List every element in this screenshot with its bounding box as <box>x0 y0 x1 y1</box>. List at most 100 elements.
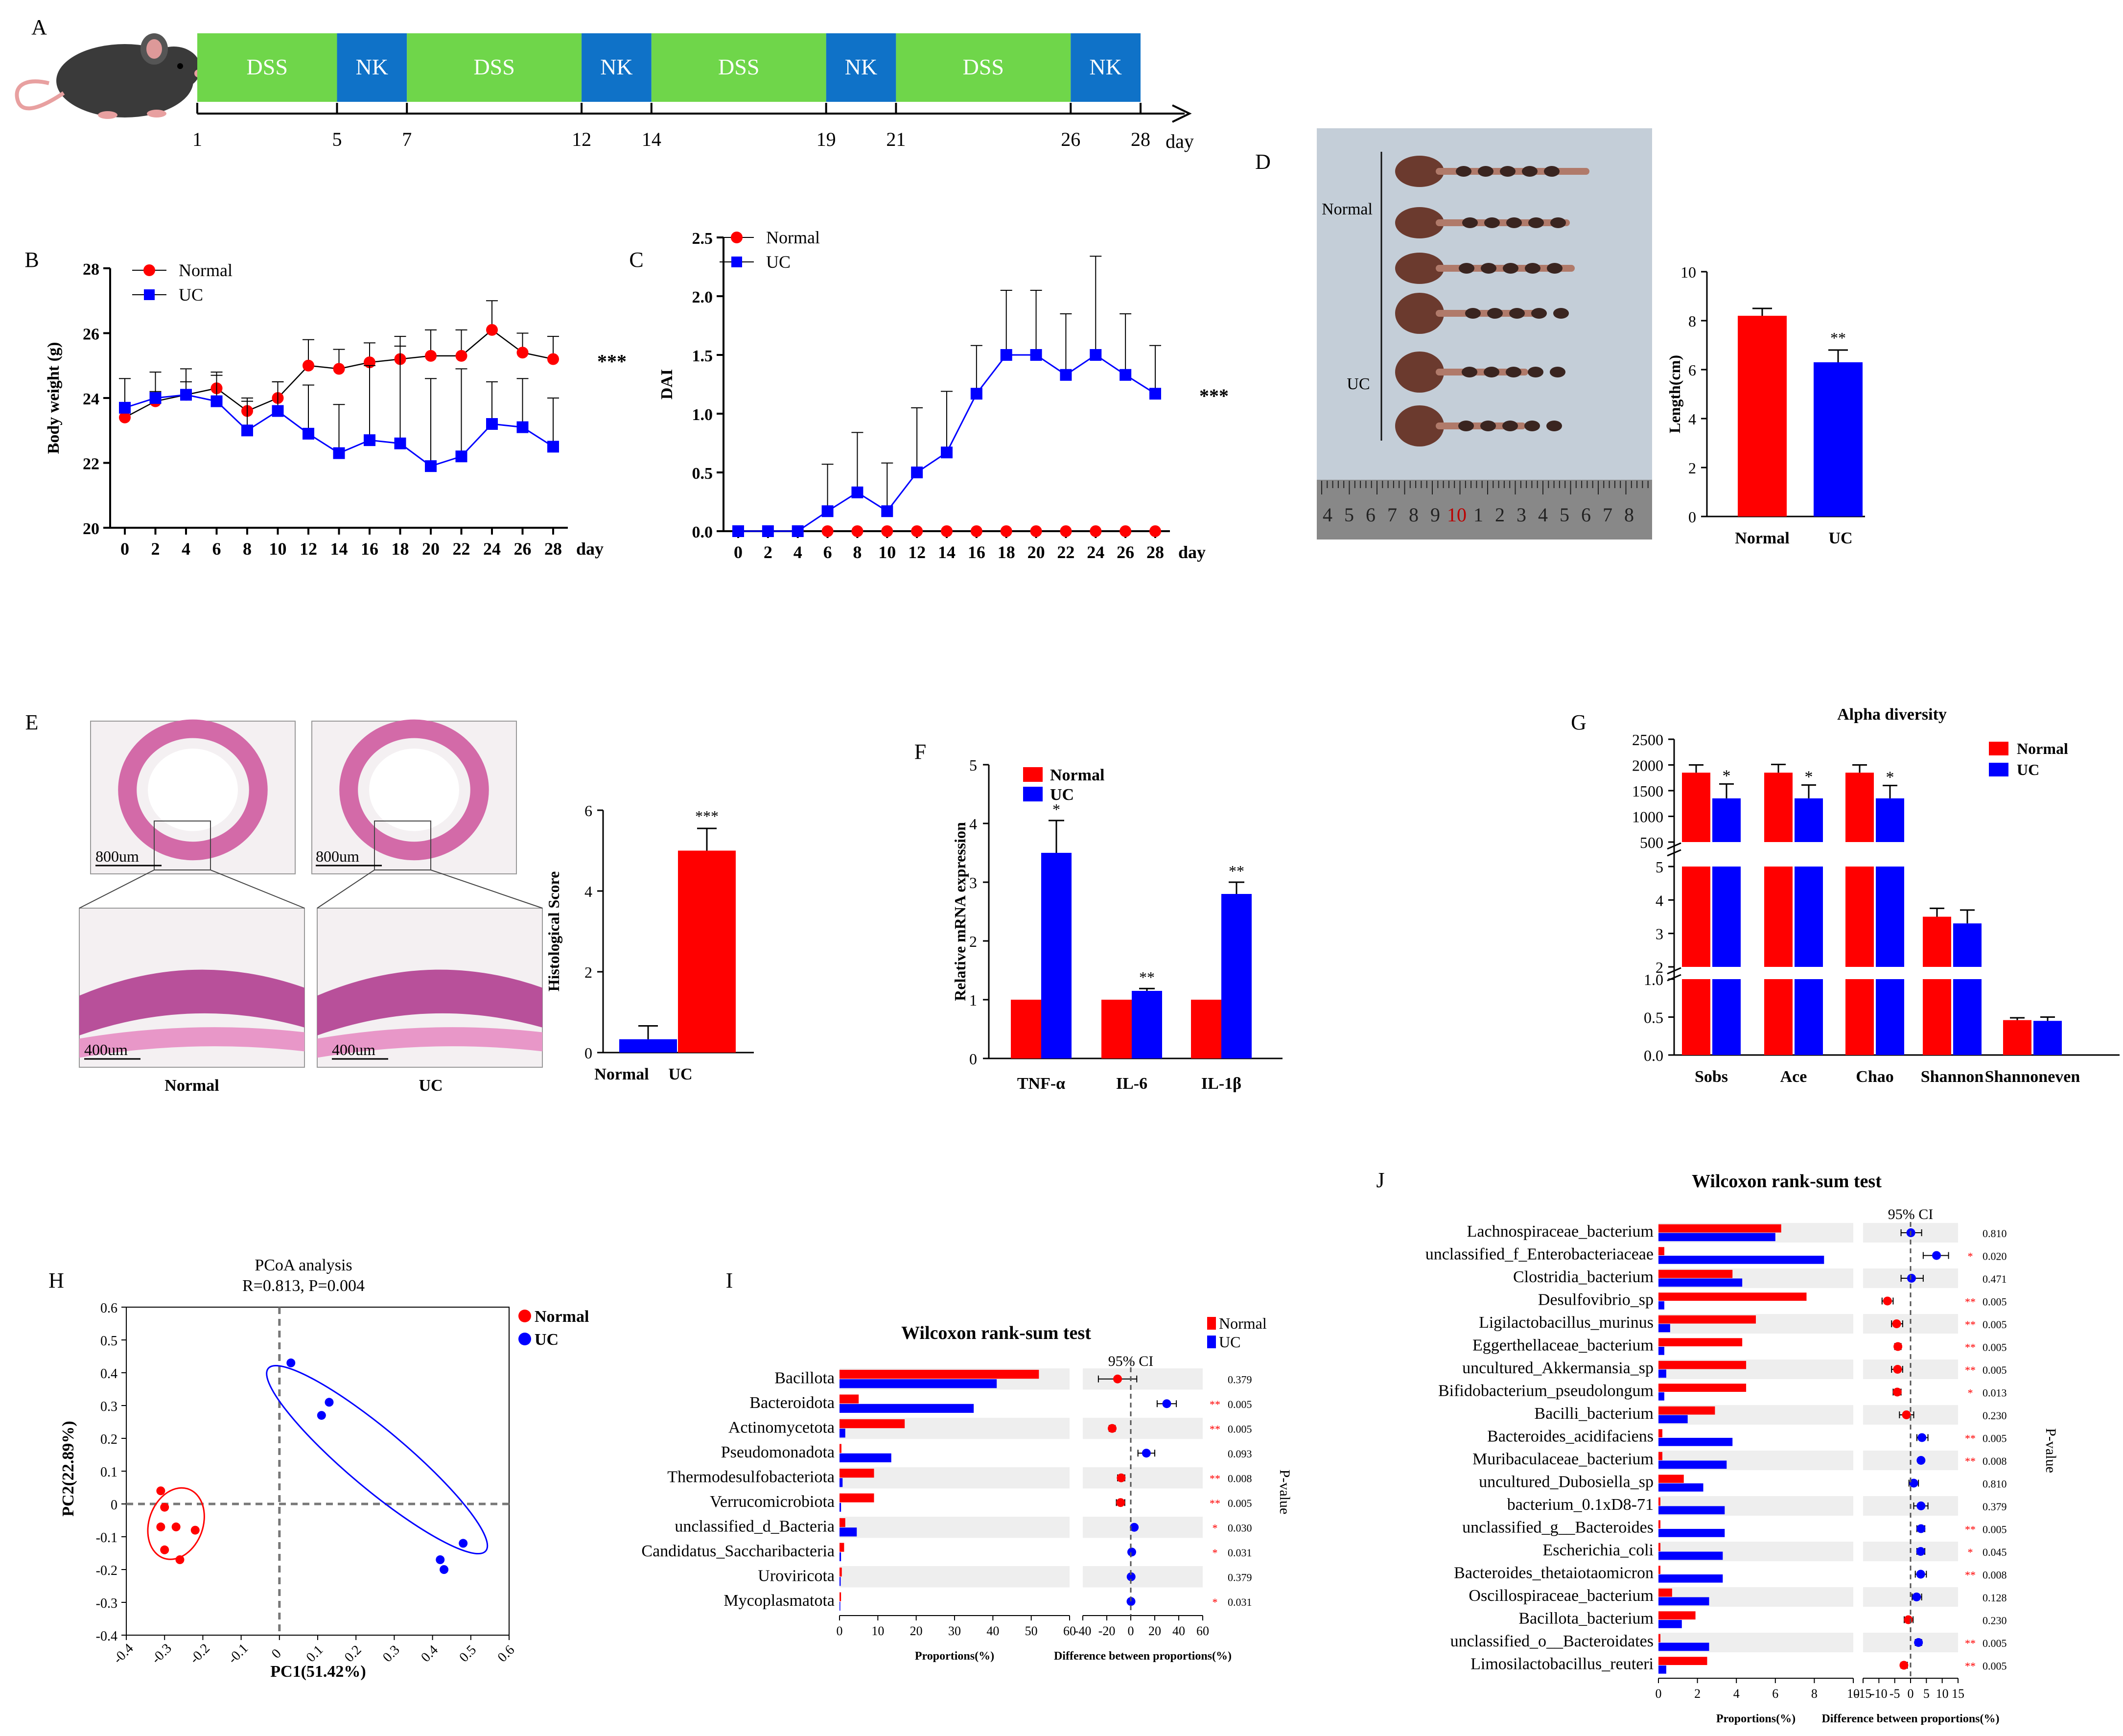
fecal-pellet <box>1462 367 1477 377</box>
p-value: 0.031 <box>1228 1547 1252 1559</box>
bar-normal <box>1764 867 1793 967</box>
effect-point <box>1916 1570 1925 1579</box>
data-point-normal <box>516 347 529 359</box>
zoom-line <box>430 869 543 909</box>
timeline-segment-nk <box>826 33 896 102</box>
p-value: 0.005 <box>1983 1660 2007 1672</box>
effect-point <box>1893 1364 1902 1374</box>
bar-uc <box>1795 798 1823 842</box>
bar-uc <box>1658 1642 1709 1651</box>
data-point-normal <box>821 525 834 537</box>
taxon-label: Oscillospiraceae_bacterium <box>1469 1587 1654 1605</box>
effect-point <box>1142 1449 1151 1458</box>
timeline-segment-label: DSS <box>963 54 1004 79</box>
timeline-tick-label: 21 <box>886 128 906 150</box>
legend-label-normal: Normal <box>179 260 233 280</box>
x-tick-label: 16 <box>361 539 378 559</box>
timeline-segment-label: NK <box>600 54 632 79</box>
legend-label-uc: UC <box>1050 786 1074 804</box>
legend-label-uc: UC <box>1219 1333 1240 1351</box>
bar-uc <box>1795 867 1823 967</box>
bar-uc <box>1876 798 1904 842</box>
data-point-uc <box>325 1398 334 1407</box>
bar-normal <box>1658 1657 1707 1666</box>
tissue-lumen <box>148 749 238 831</box>
taxon-label: bacterium_0.1xD8-71 <box>1507 1496 1654 1514</box>
legend-marker-normal <box>143 264 155 276</box>
y-tick-label: 2.5 <box>692 230 713 248</box>
x-tick-label: 0.2 <box>342 1642 365 1666</box>
bar-uc <box>1658 1574 1723 1583</box>
bar-normal <box>1738 316 1787 516</box>
bar-normal <box>840 1469 874 1478</box>
fecal-pellet <box>1528 217 1544 228</box>
y-tick-label: 26 <box>83 326 99 344</box>
significance-annotation: *** <box>1199 385 1229 407</box>
p-value: 0.230 <box>1983 1409 2007 1422</box>
y-axis-label: Histological Score <box>545 871 562 992</box>
x-tick-label: Normal <box>594 1065 649 1083</box>
taxon-label: Escherichia_coli <box>1542 1541 1654 1559</box>
x-tick-label: 0 <box>1908 1687 1914 1701</box>
zoom-line <box>79 869 155 909</box>
x-tick-label: Normal <box>1735 529 1789 547</box>
bar-uc <box>840 1502 841 1512</box>
tissue-ring <box>118 719 268 861</box>
bar-normal <box>1682 773 1710 842</box>
effect-point <box>1912 1592 1921 1601</box>
x-tick-label: 0.5 <box>456 1642 479 1666</box>
x-axis-label: PC1(51.42%) <box>270 1663 366 1681</box>
x-tick-label: 12 <box>300 539 317 559</box>
zoom-box <box>374 821 431 870</box>
colon-cecum <box>1395 293 1444 334</box>
taxon-label: Pseudomonadota <box>721 1443 835 1461</box>
legend-marker-uc <box>518 1333 531 1345</box>
bar-normal <box>1845 867 1874 967</box>
bar-uc <box>1658 1324 1670 1333</box>
ruler-digit: 6 <box>1581 504 1591 526</box>
bar-uc <box>840 1527 857 1537</box>
timeline-segment-label: NK <box>1089 54 1121 79</box>
bar-uc <box>1658 1437 1733 1446</box>
y-tick-label: 0 <box>584 1044 592 1062</box>
taxon-label: Bacillota_bacterium <box>1518 1609 1654 1627</box>
y-tick-label: 6 <box>584 802 592 820</box>
effect-point <box>1916 1547 1925 1556</box>
ruler-digit: 9 <box>1430 504 1440 526</box>
bar-normal <box>1658 1497 1660 1506</box>
x-tick-label: UC <box>1828 529 1852 547</box>
x-tick-label: 0.4 <box>418 1642 441 1666</box>
ruler-digit: 7 <box>1603 504 1612 526</box>
bar-uc <box>1814 362 1863 516</box>
y-tick-label: -0.1 <box>96 1530 117 1546</box>
panel-label-h: H <box>48 1268 64 1292</box>
timeline-segment-dss <box>407 33 582 102</box>
legend-label-normal: Normal <box>1050 766 1104 784</box>
x-tick-label: 18 <box>392 539 409 559</box>
data-point-uc <box>732 525 744 537</box>
fecal-pellet <box>1500 166 1516 177</box>
x-tick-label: 22 <box>453 539 470 559</box>
effect-point <box>1127 1548 1136 1557</box>
data-point-uc <box>241 424 253 437</box>
bar-normal <box>1191 1000 1221 1058</box>
confidence-ellipse-uc <box>266 1365 489 1555</box>
bar-normal <box>1658 1475 1684 1483</box>
y-axis-label: PC2(22.89%) <box>59 1421 77 1516</box>
significance-mark: ** <box>1210 1423 1220 1435</box>
taxon-label: Muribaculaceae_bacterium <box>1472 1450 1654 1468</box>
significance-mark: ** <box>1965 1455 1976 1467</box>
taxon-label: Bacteroides_acidifaciens <box>1487 1427 1654 1445</box>
panel-label-b: B <box>24 248 39 272</box>
effect-point <box>1916 1501 1926 1510</box>
fecal-pellet <box>1462 217 1478 228</box>
timeline-segment-label: DSS <box>473 54 514 79</box>
x-tick-label: 16 <box>968 542 985 562</box>
timeline-segment-label: NK <box>845 54 877 79</box>
bar-chart-e: 0 2 4 6 Histological Score Normal UC *** <box>545 802 754 1083</box>
legend-label-uc: UC <box>766 252 791 272</box>
effect-point <box>1909 1478 1918 1488</box>
colon-cecum <box>1395 207 1444 238</box>
